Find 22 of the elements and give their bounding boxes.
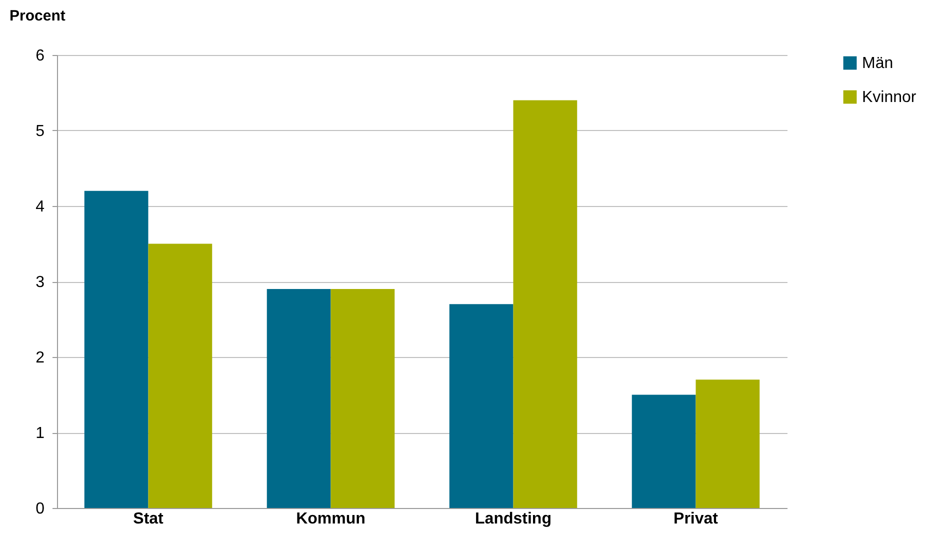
bar: [449, 304, 514, 508]
legend-label: Män: [862, 55, 894, 72]
y-tick-label: 5: [36, 123, 45, 140]
x-tick-label: Stat: [133, 510, 164, 528]
y-axis-title: Procent: [10, 8, 66, 24]
y-tick-label: 4: [36, 198, 45, 216]
bar: [266, 289, 331, 508]
y-tick-label: 1: [36, 425, 45, 442]
x-tick-label: Landsting: [475, 510, 552, 528]
bar: [632, 394, 696, 508]
bar: [330, 289, 395, 508]
y-tick-label: 0: [36, 500, 45, 518]
y-tick-label: 2: [36, 350, 45, 366]
x-tick-label: Privat: [674, 510, 719, 528]
x-tick-label: Kommun: [296, 510, 366, 528]
bar: [84, 190, 148, 508]
bar: [513, 100, 578, 508]
bar: [696, 380, 760, 508]
bar: [148, 244, 212, 508]
legend-label: Kvinnor: [862, 89, 917, 106]
y-tick-label: 3: [36, 274, 45, 291]
y-tick-label: 6: [36, 48, 45, 64]
